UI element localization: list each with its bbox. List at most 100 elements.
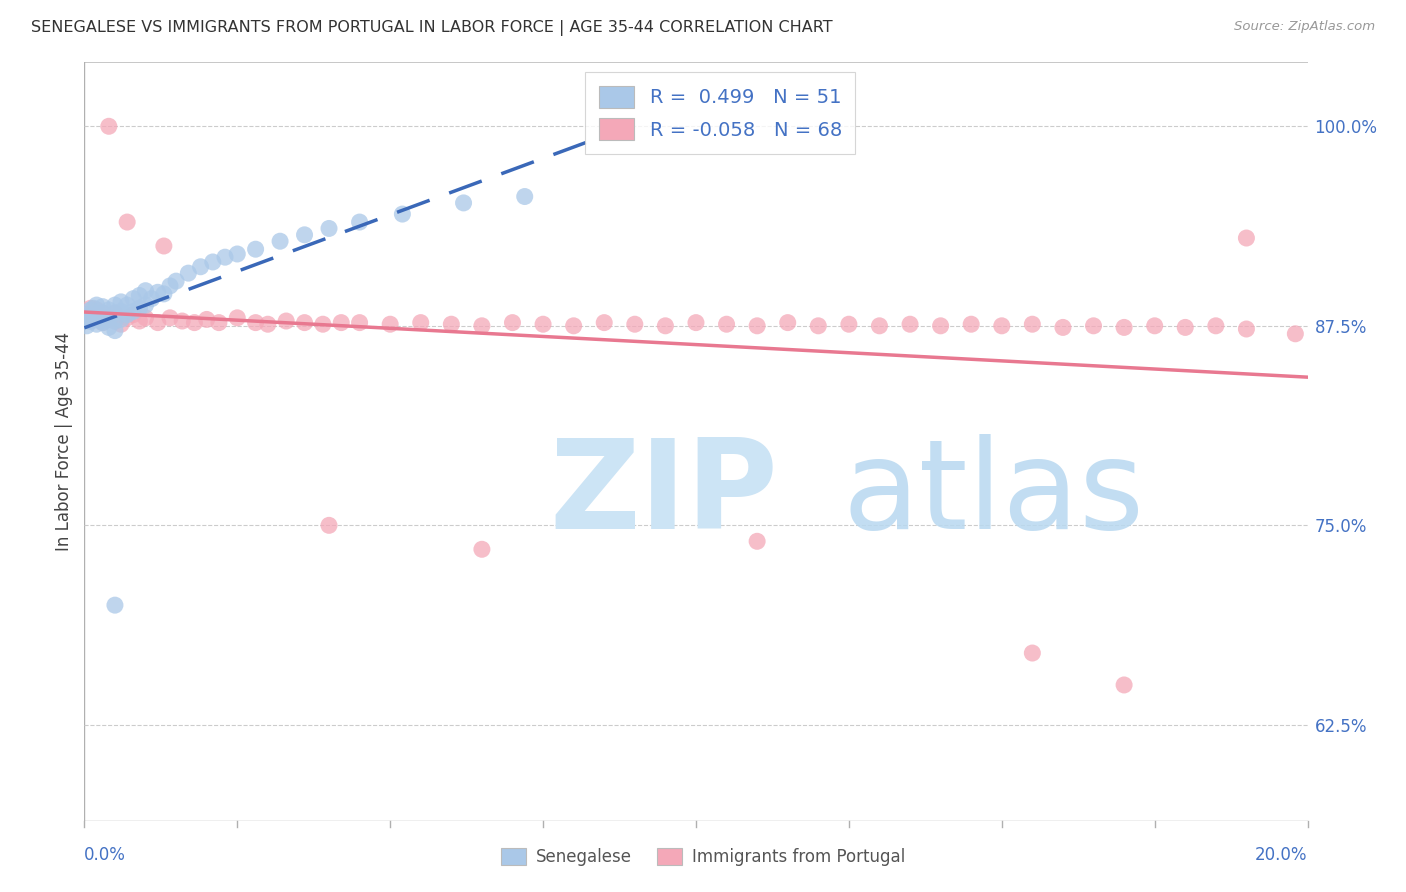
Point bbox=[97, 320, 120, 334]
Point bbox=[593, 316, 616, 330]
Point bbox=[146, 316, 169, 330]
Point bbox=[104, 306, 127, 320]
Point bbox=[76, 308, 98, 322]
Point bbox=[141, 292, 163, 306]
Point bbox=[1205, 318, 1227, 333]
Point bbox=[110, 317, 132, 331]
Point bbox=[115, 298, 138, 312]
Legend: R =  0.499   N = 51, R = -0.058   N = 68: R = 0.499 N = 51, R = -0.058 N = 68 bbox=[585, 72, 855, 154]
Point bbox=[97, 302, 120, 317]
Point bbox=[135, 310, 157, 325]
Point bbox=[294, 316, 316, 330]
Point bbox=[440, 317, 463, 331]
Text: ZIP: ZIP bbox=[550, 434, 778, 555]
Point bbox=[135, 284, 157, 298]
Point bbox=[86, 308, 108, 322]
Point bbox=[77, 314, 100, 328]
Text: SENEGALESE VS IMMIGRANTS FROM PORTUGAL IN LABOR FORCE | AGE 35-44 CORRELATION CH: SENEGALESE VS IMMIGRANTS FROM PORTUGAL I… bbox=[31, 20, 832, 36]
Point bbox=[531, 317, 554, 331]
Point bbox=[747, 318, 769, 333]
Point bbox=[97, 312, 120, 326]
Point bbox=[624, 317, 647, 331]
Point bbox=[195, 312, 218, 326]
Y-axis label: In Labor Force | Age 35-44: In Labor Force | Age 35-44 bbox=[55, 332, 73, 551]
Point bbox=[104, 314, 127, 328]
Point bbox=[177, 266, 200, 280]
Point bbox=[115, 310, 138, 325]
Point bbox=[380, 317, 402, 331]
Point bbox=[128, 314, 150, 328]
Point bbox=[110, 304, 132, 318]
Point bbox=[276, 314, 298, 328]
Point bbox=[1052, 320, 1074, 334]
Point bbox=[79, 301, 101, 316]
Point bbox=[1083, 318, 1105, 333]
Point bbox=[122, 304, 145, 318]
Point bbox=[1021, 646, 1043, 660]
Point bbox=[1114, 320, 1136, 334]
Point bbox=[104, 298, 127, 312]
Point bbox=[86, 298, 108, 312]
Point bbox=[838, 317, 860, 331]
Point bbox=[104, 324, 127, 338]
Point bbox=[79, 310, 101, 325]
Point bbox=[776, 316, 799, 330]
Point bbox=[349, 316, 371, 330]
Point bbox=[76, 318, 98, 333]
Point bbox=[104, 306, 127, 320]
Point bbox=[135, 298, 157, 312]
Point bbox=[269, 234, 291, 248]
Point bbox=[172, 314, 194, 328]
Point bbox=[91, 300, 114, 314]
Point bbox=[79, 302, 101, 317]
Point bbox=[104, 598, 127, 612]
Point bbox=[226, 247, 249, 261]
Point bbox=[77, 308, 100, 322]
Point bbox=[86, 317, 108, 331]
Point bbox=[122, 292, 145, 306]
Point bbox=[1236, 231, 1258, 245]
Point bbox=[104, 314, 127, 328]
Point bbox=[312, 317, 335, 331]
Point bbox=[190, 260, 212, 274]
Point bbox=[562, 318, 585, 333]
Point bbox=[91, 306, 114, 320]
Point bbox=[91, 316, 114, 330]
Point bbox=[97, 310, 120, 325]
Point bbox=[1174, 320, 1197, 334]
Point bbox=[208, 316, 231, 330]
Point bbox=[80, 314, 103, 328]
Point bbox=[146, 285, 169, 300]
Point bbox=[391, 207, 413, 221]
Point bbox=[91, 306, 114, 320]
Point bbox=[159, 310, 181, 325]
Point bbox=[153, 239, 176, 253]
Point bbox=[349, 215, 371, 229]
Point bbox=[960, 317, 983, 331]
Point bbox=[86, 302, 108, 317]
Point bbox=[898, 317, 921, 331]
Text: 0.0%: 0.0% bbox=[84, 847, 127, 864]
Point bbox=[409, 316, 432, 330]
Point bbox=[91, 316, 114, 330]
Point bbox=[110, 294, 132, 309]
Point bbox=[685, 316, 707, 330]
Point bbox=[159, 279, 181, 293]
Point bbox=[1236, 322, 1258, 336]
Point bbox=[165, 274, 187, 288]
Point bbox=[115, 308, 138, 322]
Text: 20.0%: 20.0% bbox=[1256, 847, 1308, 864]
Point bbox=[471, 542, 494, 557]
Point bbox=[1021, 317, 1043, 331]
Point bbox=[747, 534, 769, 549]
Point bbox=[453, 195, 475, 210]
Point bbox=[110, 312, 132, 326]
Point bbox=[513, 189, 536, 203]
Point bbox=[991, 318, 1014, 333]
Point bbox=[128, 288, 150, 302]
Point bbox=[79, 314, 101, 328]
Point bbox=[318, 518, 340, 533]
Point bbox=[716, 317, 738, 331]
Point bbox=[807, 318, 830, 333]
Point bbox=[929, 318, 952, 333]
